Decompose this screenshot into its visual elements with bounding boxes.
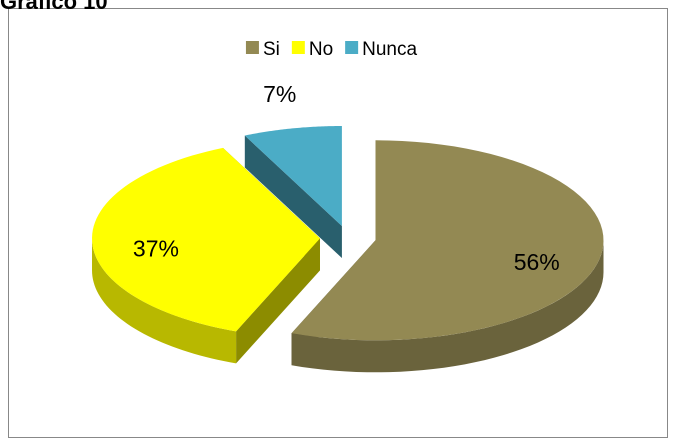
legend-label: Nunca <box>362 39 417 60</box>
chart-title: Gráfico 10 <box>0 0 108 14</box>
slice-cut-face <box>244 135 342 259</box>
legend-swatch <box>245 41 259 54</box>
slice-side <box>92 238 237 364</box>
legend: Si No Nunca <box>245 39 417 60</box>
data-label: 37% <box>133 236 179 262</box>
legend-swatch <box>291 41 305 54</box>
slice-side <box>291 240 604 373</box>
legend-label: Si <box>263 39 280 60</box>
data-label: 56% <box>514 249 560 275</box>
slice-cut-face <box>236 238 321 364</box>
slice <box>92 147 321 332</box>
slice <box>244 126 342 227</box>
legend-label: No <box>309 39 333 60</box>
slice <box>291 140 604 341</box>
slice-tops <box>92 126 604 341</box>
data-label: 7% <box>263 81 296 107</box>
legend-swatch <box>345 41 359 54</box>
